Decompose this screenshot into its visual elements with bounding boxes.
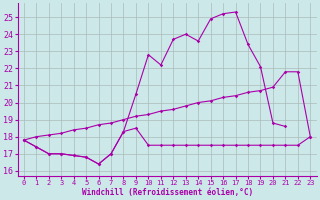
X-axis label: Windchill (Refroidissement éolien,°C): Windchill (Refroidissement éolien,°C)	[82, 188, 253, 197]
